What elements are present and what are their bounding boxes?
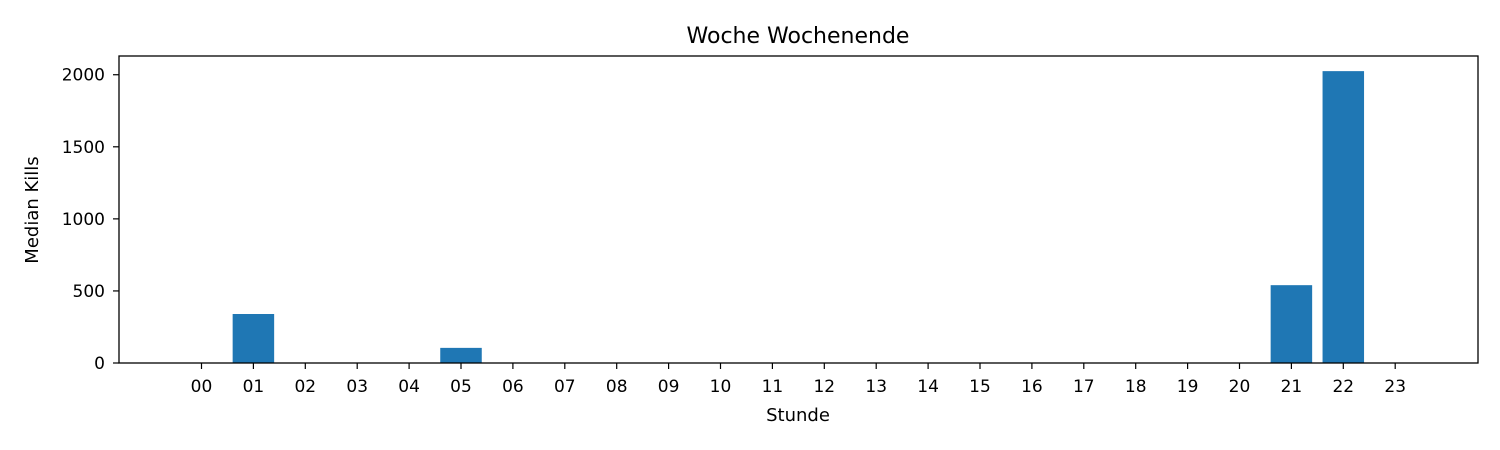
x-tick-label: 06 <box>502 377 524 397</box>
y-tick-label: 0 <box>94 354 105 374</box>
x-tick-label: 14 <box>917 377 939 397</box>
chart-title: Woche Wochenende <box>687 24 910 49</box>
x-tick-label: 15 <box>969 377 991 397</box>
x-tick-label: 09 <box>658 377 680 397</box>
bar-22 <box>1322 71 1365 363</box>
x-tick-label: 13 <box>865 377 887 397</box>
y-tick-label: 500 <box>73 282 105 302</box>
bar-01 <box>232 314 275 363</box>
x-tick-label: 18 <box>1125 377 1147 397</box>
x-tick-label: 03 <box>346 377 368 397</box>
y-tick-label: 1000 <box>62 210 105 230</box>
x-tick-label: 04 <box>398 377 420 397</box>
x-tick-label: 22 <box>1332 377 1354 397</box>
x-tick-label: 07 <box>554 377 576 397</box>
y-tick-label: 1500 <box>62 138 105 158</box>
bars-group <box>232 71 1365 363</box>
x-tick-label: 12 <box>813 377 835 397</box>
x-tick-label: 23 <box>1384 377 1406 397</box>
x-tick-label: 20 <box>1229 377 1251 397</box>
bar-05 <box>440 347 482 363</box>
x-tick-label: 05 <box>450 377 472 397</box>
x-tick-label: 00 <box>191 377 213 397</box>
x-tick-label: 01 <box>243 377 265 397</box>
x-tick-label: 10 <box>710 377 732 397</box>
x-tick-label: 08 <box>606 377 628 397</box>
x-axis-ticks: 00 01 02 03 04 05 06 07 08 09 10 11 12 13 14 15 16 17 18 19… <box>191 363 1406 397</box>
x-tick-label: 11 <box>762 377 784 397</box>
y-axis-ticks: 0 500 1000 1500 2000 <box>62 66 119 374</box>
x-axis-label: Stunde <box>766 405 830 426</box>
x-tick-label: 21 <box>1281 377 1303 397</box>
x-tick-label: 17 <box>1073 377 1095 397</box>
y-tick-label: 2000 <box>62 66 105 86</box>
x-tick-label: 19 <box>1177 377 1199 397</box>
x-tick-label: 16 <box>1021 377 1043 397</box>
bar-21 <box>1270 285 1313 363</box>
y-axis-label: Median Kills <box>22 156 43 263</box>
plot-frame <box>118 55 1479 364</box>
x-tick-label: 02 <box>294 377 316 397</box>
